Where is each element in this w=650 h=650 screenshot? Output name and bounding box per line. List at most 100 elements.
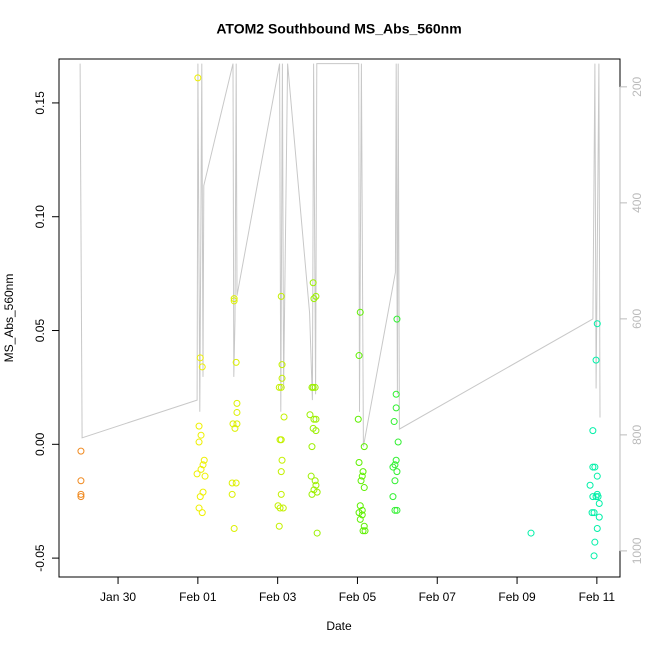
data-point	[593, 320, 601, 328]
x-tick-label: Feb 09	[498, 590, 536, 604]
data-point	[233, 420, 241, 428]
data-point	[313, 529, 321, 537]
data-point	[358, 472, 366, 480]
data-point	[196, 354, 204, 362]
data-point	[589, 463, 597, 471]
data-point	[589, 427, 597, 435]
y2-tick-label: 600	[630, 309, 644, 329]
x-tick-label: Jan 30	[100, 590, 136, 604]
data-point	[275, 383, 283, 391]
data-point	[310, 415, 318, 423]
data-point	[590, 509, 598, 517]
x-tick-label: Feb 01	[179, 590, 217, 604]
data-point	[277, 490, 285, 498]
data-point	[277, 468, 285, 476]
data-point	[356, 308, 364, 316]
data-point	[595, 499, 603, 507]
data-point	[195, 504, 203, 512]
data-point	[230, 295, 238, 303]
plot-frame	[58, 58, 621, 578]
data-point	[197, 465, 205, 473]
y-tick-label: -0.05	[33, 544, 47, 572]
data-point	[277, 436, 285, 444]
data-point	[591, 538, 599, 546]
data-point	[357, 477, 365, 485]
data-point	[306, 411, 314, 419]
data-point	[312, 415, 320, 423]
y2-tick-label: 800	[630, 425, 644, 445]
data-point	[311, 477, 319, 485]
data-point	[230, 297, 238, 305]
data-point	[312, 481, 320, 489]
data-point	[361, 527, 369, 535]
y-tick-label: 0.00	[33, 432, 47, 456]
plot-area	[77, 63, 603, 560]
data-point	[360, 484, 368, 492]
data-point	[592, 356, 600, 364]
data-point	[389, 493, 397, 501]
data-point	[195, 438, 203, 446]
data-point	[392, 390, 400, 398]
data-point	[595, 513, 603, 521]
x-tick-label: Feb 05	[339, 590, 377, 604]
data-point	[199, 488, 207, 496]
data-point	[590, 552, 598, 560]
data-point	[593, 472, 601, 480]
data-point	[278, 456, 286, 464]
data-point	[201, 472, 209, 480]
data-point	[195, 422, 203, 430]
data-point	[77, 493, 85, 501]
data-point	[228, 490, 236, 498]
data-point	[77, 477, 85, 485]
data-point	[527, 529, 535, 537]
data-point	[199, 461, 207, 469]
data-point	[360, 522, 368, 530]
data-point	[393, 506, 401, 514]
chart-title: ATOM2 Southbound MS_Abs_560nm	[216, 21, 461, 37]
data-point	[588, 509, 596, 517]
data-point	[356, 502, 364, 510]
data-point	[355, 459, 363, 467]
x-tick-label: Feb 03	[259, 590, 297, 604]
data-point	[392, 404, 400, 412]
data-point	[392, 456, 400, 464]
x-axis-label: Date	[326, 619, 352, 633]
data-point	[391, 461, 399, 469]
data-point	[310, 295, 318, 303]
x-tick-label: Feb 11	[579, 590, 616, 604]
data-point	[359, 527, 367, 535]
y2-tick-label: 200	[630, 77, 644, 97]
data-point	[391, 477, 399, 485]
data-point	[391, 506, 399, 514]
data-point	[309, 383, 317, 391]
data-point	[276, 504, 284, 512]
x-tick-label: Feb 07	[419, 590, 457, 604]
data-point	[393, 468, 401, 476]
data-point	[312, 427, 320, 435]
data-point	[275, 522, 283, 530]
data-point	[592, 493, 600, 501]
data-point	[594, 493, 602, 501]
pressure-line	[79, 63, 601, 447]
data-point	[390, 418, 398, 426]
data-point	[233, 399, 241, 407]
data-point	[356, 515, 364, 523]
data-point	[311, 383, 319, 391]
data-point	[77, 490, 85, 498]
data-point	[389, 463, 397, 471]
y-tick-label: 0.05	[33, 319, 47, 343]
data-point	[313, 488, 321, 496]
data-point	[228, 479, 236, 487]
data-point	[231, 424, 239, 432]
y-tick-label: 0.10	[33, 205, 47, 229]
data-point	[229, 420, 237, 428]
data-point	[77, 447, 85, 455]
data-point	[591, 463, 599, 471]
data-point	[278, 374, 286, 382]
data-point	[586, 481, 594, 489]
data-point	[394, 438, 402, 446]
data-point	[393, 315, 401, 323]
data-point	[194, 74, 202, 82]
data-point	[358, 511, 366, 519]
